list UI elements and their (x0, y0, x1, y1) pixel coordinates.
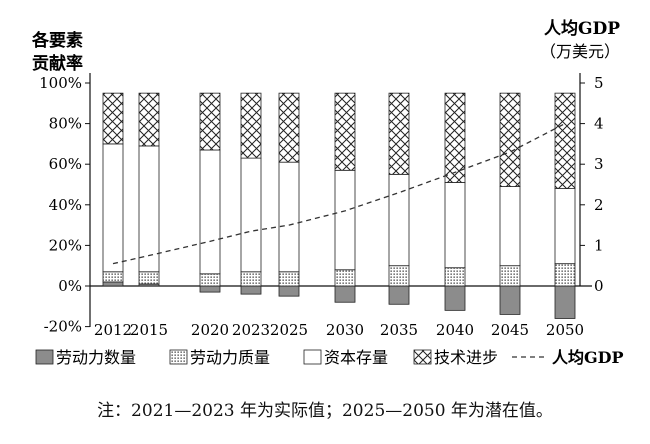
bar-segment (334, 269, 356, 287)
bar-segment (240, 92, 262, 159)
left-tick-label: 40% (49, 196, 82, 214)
x-tick-label: 2050 (546, 321, 584, 339)
left-tick-label: 20% (49, 236, 82, 254)
bar-segment (444, 285, 466, 311)
right-tick-label: 2 (594, 196, 604, 214)
left-axis-title: 各要素 (31, 30, 83, 51)
bar-segment (102, 92, 124, 145)
bar-segment (388, 265, 410, 287)
bar-segment (138, 92, 160, 147)
bar-segment (388, 285, 410, 305)
bar-segment (444, 267, 466, 287)
bar-segment (102, 281, 124, 287)
left-tick-label: 0% (58, 277, 82, 295)
bar-segment (138, 145, 160, 273)
bar-segment (388, 173, 410, 267)
right-tick-label: 1 (594, 236, 604, 254)
left-tick-label: 100% (39, 74, 82, 92)
x-tick-label: 2030 (326, 321, 364, 339)
bar-segment (199, 92, 221, 151)
legend-label: 技术进步 (434, 348, 498, 367)
chart: 100%80%60%40%20%0%-20%543210各要素贡献率人均GDP（… (31, 18, 624, 367)
bar-segment (444, 92, 466, 183)
bar-segment (444, 182, 466, 269)
bar-segment (334, 92, 356, 171)
legend-label: 劳动力数量 (56, 348, 136, 367)
left-tick-label: -20% (44, 318, 82, 336)
right-tick-label: 4 (594, 115, 604, 133)
bar-segment (199, 273, 221, 287)
x-tick-label: 2020 (191, 321, 229, 339)
bar-segment (240, 285, 262, 295)
x-tick-label: 2045 (491, 321, 529, 339)
legend-label: 人均GDP (552, 348, 624, 367)
left-axis-title: 贡献率 (32, 53, 83, 74)
bar-segment (499, 285, 521, 315)
bar-segment (334, 285, 356, 303)
bar-segment (554, 188, 576, 265)
right-tick-label: 0 (594, 277, 604, 295)
bar-segment (388, 92, 410, 175)
bar-segment (278, 271, 300, 287)
bar-segment (499, 92, 521, 187)
x-tick-label: 2023 (232, 321, 270, 339)
bar-segment (102, 143, 124, 273)
footnote: 注：2021—2023 年为实际值；2025—2050 年为潜在值。 (97, 401, 553, 421)
legend-swatch (35, 349, 54, 365)
gdp-line (112, 123, 566, 265)
legend-label: 劳动力质量 (190, 348, 270, 367)
x-tick-label: 2040 (436, 321, 474, 339)
bar-segment (138, 271, 160, 285)
bar-segment (278, 92, 300, 163)
bar-segment (278, 285, 300, 297)
bar-segment (554, 285, 576, 319)
right-tick-label: 3 (594, 155, 604, 173)
bar-segment (554, 263, 576, 287)
bar-segment (199, 149, 221, 275)
x-tick-label: 2015 (130, 321, 168, 339)
right-axis-title: （万美元） (540, 42, 620, 61)
left-tick-label: 80% (49, 115, 82, 133)
right-tick-label: 5 (594, 74, 604, 92)
left-tick-label: 60% (49, 155, 82, 173)
legend-label: 资本存量 (324, 348, 388, 367)
bar-segment (499, 186, 521, 267)
bar-segment (499, 265, 521, 287)
x-tick-label: 2035 (380, 321, 418, 339)
bar-segment (278, 161, 300, 273)
bar-segment (240, 271, 262, 287)
legend-swatch (413, 349, 432, 365)
bar-segment (240, 157, 262, 273)
bar-segment (199, 285, 221, 293)
legend-swatch (303, 349, 322, 365)
x-tick-label: 2012 (94, 321, 132, 339)
bar-segment (554, 92, 576, 189)
bar-segment (334, 169, 356, 271)
x-tick-label: 2025 (270, 321, 308, 339)
right-axis-title: 人均GDP (544, 18, 620, 39)
legend-swatch (169, 349, 188, 365)
bar-segment (102, 271, 124, 283)
legend: 劳动力数量 劳动力质量 资本存量 技术进步 人均GDP (35, 348, 624, 367)
